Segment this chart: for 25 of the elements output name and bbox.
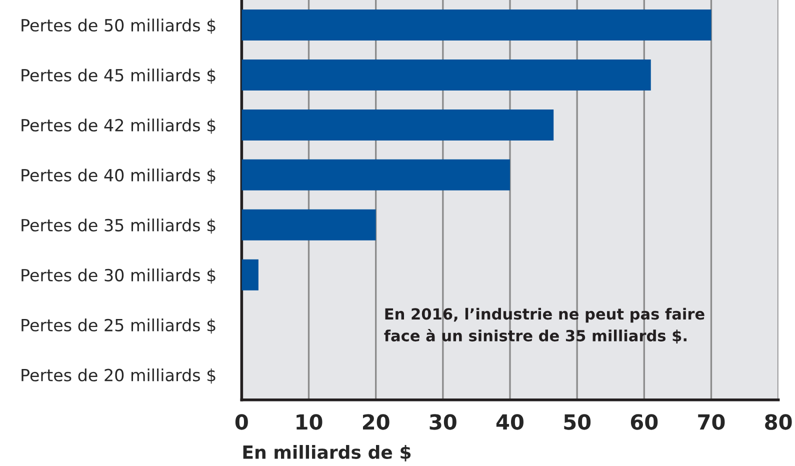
x-tick-label: 10 (296, 414, 322, 430)
y-tick-label: Pertes de 40 milliards $ (22, 168, 216, 184)
annotation: En 2016, l’industrie ne peut pas faire face à un sinistre de 35 milliards $. (384, 308, 704, 344)
bar (242, 159, 510, 190)
y-tick-label: Pertes de 45 milliards $ (22, 68, 216, 84)
y-tick-label: Pertes de 20 milliards $ (22, 368, 216, 384)
y-tick-label: Pertes de 30 milliards $ (22, 268, 216, 284)
bar (242, 209, 376, 240)
bar (242, 109, 554, 140)
y-tick-label: Pertes de 42 milliards $ (22, 118, 216, 134)
y-tick-label: Pertes de 35 milliards $ (22, 218, 216, 234)
x-tick-label: 80 (765, 414, 792, 430)
bar (242, 259, 258, 290)
y-tick-label: Pertes de 25 milliards $ (22, 318, 216, 334)
y-tick-label: Pertes de 50 milliards $ (22, 18, 216, 34)
x-tick-label: 40 (496, 414, 524, 430)
x-axis-title: En milliards de $ (243, 444, 411, 462)
bar (242, 9, 712, 40)
x-tick-label: 70 (698, 414, 725, 430)
x-tick-label: 0 (235, 414, 248, 430)
x-tick-label: 50 (564, 414, 591, 430)
x-tick-label: 20 (362, 414, 390, 430)
x-tick-label: 30 (430, 414, 456, 430)
bar (242, 59, 651, 90)
x-tick-label: 60 (630, 414, 658, 430)
